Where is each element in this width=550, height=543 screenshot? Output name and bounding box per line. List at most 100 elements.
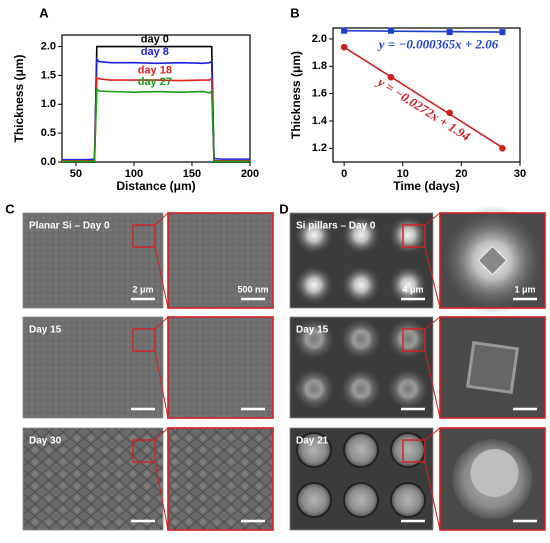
data-point xyxy=(387,73,395,81)
profile-line xyxy=(62,76,250,162)
zoom-connector xyxy=(154,316,169,330)
micrograph-row: Day 30 xyxy=(22,427,274,531)
data-point xyxy=(388,27,395,34)
inset-frame xyxy=(167,316,274,419)
micrograph-label: Day 15 xyxy=(29,325,62,336)
panel-letter: B xyxy=(290,5,299,20)
zoom-connector xyxy=(424,350,441,419)
scale-label: 4 μm xyxy=(402,284,423,294)
micrograph-label: Day 15 xyxy=(296,325,329,336)
micrograph-label: Day 30 xyxy=(29,436,62,447)
legend-label: day 0 xyxy=(141,33,169,45)
inset xyxy=(168,428,273,530)
pillar xyxy=(388,319,428,359)
inset-frame xyxy=(439,212,546,309)
micrograph-row: Day 15 xyxy=(22,316,274,419)
scale-label: 2 μm xyxy=(132,284,153,294)
y-tick-label: 1.4 xyxy=(312,115,328,127)
pillar xyxy=(294,319,334,359)
inset-frame xyxy=(167,212,274,309)
profile-line xyxy=(62,87,250,163)
y-tick-label: 2.0 xyxy=(312,33,327,45)
fit-equation: y = −0.0272x + 1.94 xyxy=(373,73,473,144)
micrograph-label: Day 21 xyxy=(296,436,329,447)
y-tick-label: 1.0 xyxy=(41,98,56,110)
zoom-connector xyxy=(424,427,441,441)
micrograph-label: Planar Si – Day 0 xyxy=(29,221,110,232)
zoom-box xyxy=(402,328,426,352)
zoom-box xyxy=(132,224,156,248)
panel-letter: D xyxy=(279,201,288,216)
x-tick-label: 20 xyxy=(455,168,467,180)
panel-letter: C xyxy=(5,201,15,216)
panel-letter: A xyxy=(39,5,49,20)
pillar xyxy=(294,369,334,409)
pillar xyxy=(343,482,379,518)
scale-label: 1 μm xyxy=(514,284,535,294)
fit-line xyxy=(344,29,503,33)
fit-equation: y = −0.000365x + 2.06 xyxy=(377,37,499,52)
zoom-box xyxy=(402,439,426,463)
zoom-box xyxy=(132,439,156,463)
pillar xyxy=(296,432,332,468)
pillar xyxy=(341,369,381,409)
y-tick-label: 1.2 xyxy=(312,142,327,154)
zoom-connector xyxy=(154,461,169,531)
x-axis-label: Distance (μm) xyxy=(116,179,195,193)
x-tick-label: 30 xyxy=(514,168,526,180)
data-point xyxy=(341,27,348,34)
x-tick-label: 10 xyxy=(397,168,409,180)
pillar xyxy=(343,432,379,468)
micrograph-label: Si pillars – Day 0 xyxy=(296,221,376,232)
y-tick-label: 1.6 xyxy=(312,88,327,100)
micrograph-row: 4 μm 1 μm Si pillars – Day 0 xyxy=(289,205,548,316)
data-point xyxy=(499,29,506,36)
zoom-connector xyxy=(424,316,441,330)
zoom-connector xyxy=(154,427,169,441)
data-point xyxy=(446,109,453,117)
pillar xyxy=(388,215,428,255)
zoom-connector xyxy=(154,212,169,226)
x-tick-label: 100 xyxy=(125,168,143,180)
inset-frame xyxy=(167,427,274,531)
legend-label: day 27 xyxy=(138,76,172,88)
micrograph xyxy=(22,427,164,531)
pillar xyxy=(390,482,426,518)
zoom-connector xyxy=(424,212,441,226)
micrograph-row: Day 21 xyxy=(289,427,546,531)
x-tick-label: 0 xyxy=(341,168,347,180)
fit-line xyxy=(343,46,503,149)
y-tick-label: 2.0 xyxy=(41,40,56,52)
micrograph xyxy=(22,316,164,419)
pillar-top xyxy=(470,449,519,497)
zoom-box xyxy=(132,328,156,352)
micrograph-row: Day 15 xyxy=(289,316,546,419)
y-axis-label: Thickness (μm) xyxy=(289,51,303,139)
pillar-top xyxy=(477,245,508,276)
data-point xyxy=(340,43,348,51)
pillar xyxy=(388,265,428,305)
data-point xyxy=(499,145,506,152)
inset-frame xyxy=(439,427,546,531)
zoom-box xyxy=(402,224,426,248)
zoom-connector xyxy=(154,246,169,309)
pillar xyxy=(341,319,381,359)
legend-label: day 8 xyxy=(141,46,169,58)
x-tick-label: 200 xyxy=(241,168,259,180)
pillar xyxy=(388,369,428,409)
pillar xyxy=(294,265,334,305)
inset xyxy=(168,213,273,308)
data-point xyxy=(446,29,453,36)
y-axis-label: Thickness (μm) xyxy=(12,54,26,142)
y-tick-label: 1.8 xyxy=(312,60,327,72)
scale-label: 500 nm xyxy=(237,284,268,294)
legend-label: day 18 xyxy=(138,65,172,77)
zoom-connector xyxy=(424,461,441,531)
x-axis-label: Time (days) xyxy=(393,179,459,193)
inset xyxy=(168,317,273,418)
zoom-connector xyxy=(424,246,441,309)
pillar xyxy=(341,215,381,255)
plot-frame xyxy=(61,34,251,163)
pillar-zoom xyxy=(465,340,520,395)
